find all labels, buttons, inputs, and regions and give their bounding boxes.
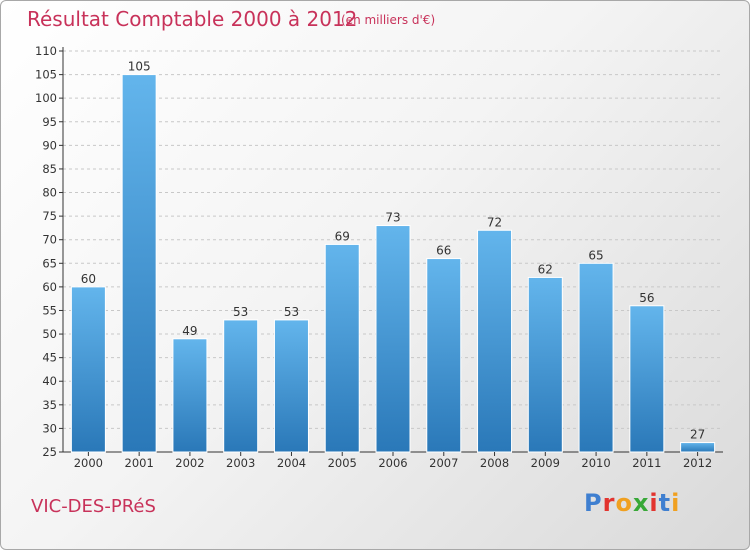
x-tick-label: 2004 — [277, 456, 306, 470]
logo-letter: i — [649, 489, 659, 517]
y-tick-label: 65 — [42, 256, 57, 270]
x-tick-label: 2003 — [226, 456, 255, 470]
y-tick-label: 40 — [42, 374, 57, 388]
y-tick-label: 75 — [42, 209, 57, 223]
y-tick-label: 60 — [42, 280, 57, 294]
logo-letter: r — [602, 489, 616, 517]
y-tick-label: 30 — [42, 421, 57, 435]
bar-value-label: 62 — [538, 262, 553, 276]
logo-letter: t — [658, 489, 672, 517]
bar-value-label: 27 — [690, 428, 705, 442]
bar — [375, 225, 411, 453]
bar-value-label: 105 — [128, 60, 151, 74]
y-tick-label: 95 — [42, 115, 57, 129]
bar — [578, 262, 614, 453]
x-tick-label: 2006 — [378, 456, 407, 470]
y-tick-label: 85 — [42, 162, 57, 176]
y-tick-label: 105 — [35, 68, 57, 82]
bar — [426, 258, 462, 453]
x-tick-label: 2010 — [581, 456, 610, 470]
bar — [223, 319, 259, 453]
y-tick-label: 110 — [35, 44, 57, 58]
x-tick-label: 2008 — [480, 456, 509, 470]
bar-value-label: 66 — [436, 244, 451, 258]
bar-value-label: 60 — [81, 272, 96, 286]
y-tick-label: 70 — [42, 233, 57, 247]
bar-value-label: 56 — [639, 291, 654, 305]
chart-title: Résultat Comptable 2000 à 2012 — [27, 7, 358, 31]
proxiti-logo: Proxiti — [584, 489, 680, 517]
bar — [172, 338, 208, 453]
chart-subtitle: (en milliers d'€) — [341, 13, 436, 27]
bar — [680, 442, 716, 453]
x-tick-label: 2002 — [175, 456, 204, 470]
y-tick-label: 100 — [35, 91, 57, 105]
bar-value-label: 49 — [182, 324, 197, 338]
y-tick-label: 45 — [42, 351, 57, 365]
bar-value-label: 53 — [284, 305, 299, 319]
y-tick-label: 90 — [42, 138, 57, 152]
x-tick-label: 2001 — [125, 456, 154, 470]
bar-value-label: 69 — [335, 229, 350, 243]
bar — [629, 305, 665, 453]
y-tick-label: 50 — [42, 327, 57, 341]
bar — [527, 276, 563, 453]
y-tick-label: 25 — [42, 445, 57, 459]
logo-letter: i — [671, 489, 681, 517]
logo-letter: P — [584, 489, 603, 517]
x-tick-label: 2012 — [683, 456, 712, 470]
y-tick-label: 80 — [42, 186, 57, 200]
y-tick-label: 55 — [42, 303, 57, 317]
bar — [477, 229, 513, 453]
x-tick-label: 2000 — [74, 456, 103, 470]
y-tick-label: 35 — [42, 398, 57, 412]
x-tick-label: 2007 — [429, 456, 458, 470]
bar-value-label: 53 — [233, 305, 248, 319]
x-tick-label: 2009 — [531, 456, 560, 470]
bar — [121, 74, 157, 453]
bar-value-label: 73 — [385, 211, 400, 225]
bar-value-label: 72 — [487, 215, 502, 229]
bar — [324, 243, 360, 453]
bar-value-label: 65 — [588, 248, 603, 262]
bar — [273, 319, 309, 453]
commune-name: VIC-DES-PRéS — [31, 496, 156, 517]
x-tick-label: 2005 — [328, 456, 357, 470]
logo-letter: o — [615, 489, 633, 517]
bar — [70, 286, 106, 453]
logo-letter: x — [632, 489, 650, 517]
x-tick-label: 2011 — [632, 456, 661, 470]
